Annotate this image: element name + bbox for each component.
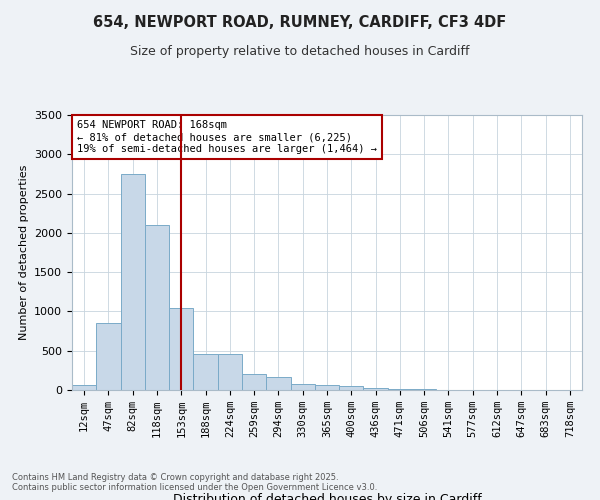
Text: 654 NEWPORT ROAD: 168sqm
← 81% of detached houses are smaller (6,225)
19% of sem: 654 NEWPORT ROAD: 168sqm ← 81% of detach…	[77, 120, 377, 154]
Bar	[242, 374, 266, 390]
Bar	[388, 389, 412, 390]
Bar	[364, 388, 388, 390]
Bar	[315, 386, 339, 390]
Bar	[169, 308, 193, 390]
Bar	[266, 376, 290, 390]
Bar	[193, 354, 218, 390]
Bar	[290, 384, 315, 390]
Bar	[339, 386, 364, 390]
Bar	[121, 174, 145, 390]
Text: 654, NEWPORT ROAD, RUMNEY, CARDIFF, CF3 4DF: 654, NEWPORT ROAD, RUMNEY, CARDIFF, CF3 …	[94, 15, 506, 30]
Text: Contains HM Land Registry data © Crown copyright and database right 2025.
Contai: Contains HM Land Registry data © Crown c…	[12, 473, 377, 492]
X-axis label: Distribution of detached houses by size in Cardiff: Distribution of detached houses by size …	[173, 493, 481, 500]
Bar	[145, 225, 169, 390]
Bar	[96, 323, 121, 390]
Y-axis label: Number of detached properties: Number of detached properties	[19, 165, 29, 340]
Bar	[72, 386, 96, 390]
Text: Size of property relative to detached houses in Cardiff: Size of property relative to detached ho…	[130, 45, 470, 58]
Bar	[218, 354, 242, 390]
